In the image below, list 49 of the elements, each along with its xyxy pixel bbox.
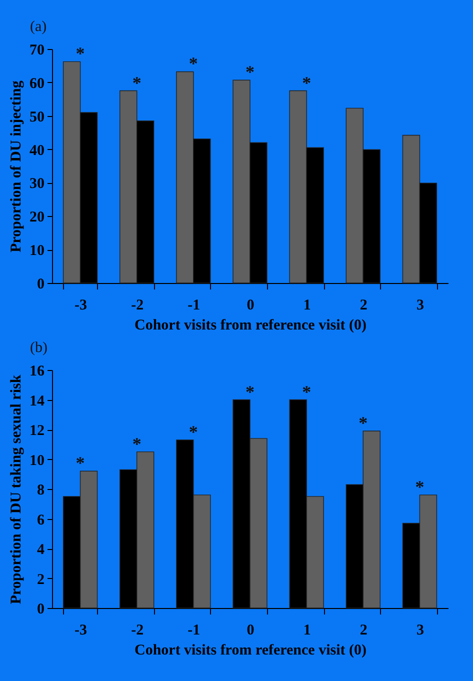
- x-tick-label: -3: [74, 622, 88, 638]
- x-tick-label: -1: [188, 622, 200, 638]
- y-tick-label: 6: [37, 512, 45, 528]
- x-tick-label: 0: [246, 298, 254, 314]
- annotation: *: [132, 434, 142, 454]
- y-tick-label: 40: [30, 142, 44, 159]
- y-tick-label: 30: [30, 176, 44, 192]
- x-tick-label: 3: [416, 622, 424, 638]
- x-tick-label: 3: [416, 298, 424, 314]
- y-tick-label: 20: [30, 210, 44, 226]
- x-tick-label: -3: [74, 298, 88, 314]
- x-axis-title: Cohort visits from reference visit (0): [134, 642, 367, 658]
- annotation: *: [302, 382, 312, 402]
- y-tick-label: 2: [37, 572, 44, 588]
- annotation: *: [246, 62, 254, 82]
- annotation: *: [76, 44, 85, 64]
- text: (a): [30, 19, 47, 35]
- y-tick-label: 14: [30, 393, 45, 410]
- y-tick-label: 12: [30, 423, 44, 439]
- y-axis-title: Proportion of DU injecting: [8, 80, 24, 252]
- x-tick-label: 2: [360, 298, 368, 314]
- annotation: *: [188, 54, 198, 74]
- y-axis-title: Proportion of DU taking sexual risk: [8, 374, 24, 604]
- y-tick-label: 10: [30, 243, 44, 260]
- y-tick-label: 50: [30, 109, 44, 126]
- annotation: *: [76, 453, 85, 474]
- y-tick-label: 0: [37, 276, 44, 292]
- annotation: *: [358, 412, 368, 433]
- annotation: *: [302, 72, 312, 93]
- annotation: *: [132, 72, 142, 93]
- x-tick-label: 1: [303, 298, 311, 314]
- y-tick-label: 10: [30, 452, 44, 469]
- y-tick-label: 0: [37, 602, 44, 618]
- x-tick-label: -1: [188, 298, 200, 314]
- x-tick-label: -2: [131, 622, 144, 638]
- x-tick-label: -2: [131, 298, 144, 314]
- x-tick-label: 2: [360, 622, 368, 638]
- x-tick-label: 1: [303, 622, 311, 638]
- x-axis-title: Cohort visits from reference visit (0): [134, 318, 367, 334]
- y-tick-label: 16: [30, 364, 45, 380]
- y-tick-label: 60: [30, 76, 44, 92]
- annotation: *: [188, 422, 198, 442]
- text: (b): [30, 340, 48, 356]
- annotation: *: [415, 476, 424, 497]
- y-tick-label: 70: [30, 42, 44, 58]
- y-tick-label: 4: [37, 542, 45, 558]
- x-tick-label: 0: [246, 622, 254, 638]
- annotation: *: [246, 382, 254, 402]
- y-tick-label: 8: [37, 482, 44, 498]
